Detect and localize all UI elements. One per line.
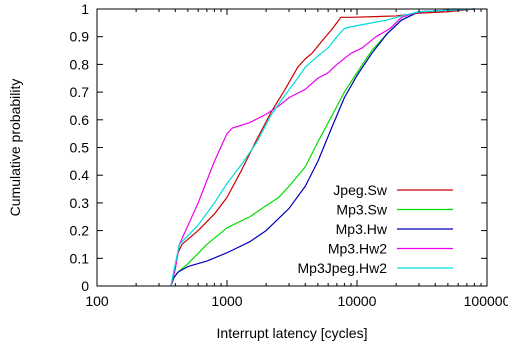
x-tick-label: 10000 — [338, 293, 377, 309]
legend-label: Jpeg.Sw — [333, 182, 388, 198]
series-line-mp3-sw — [170, 8, 475, 287]
x-tick-label: 100000 — [464, 293, 508, 309]
y-tick-label: 0.5 — [70, 140, 90, 156]
y-tick-label: 0.7 — [70, 84, 90, 100]
plot-frame — [96, 8, 488, 287]
series-line-mp3-hw2 — [170, 8, 475, 287]
y-tick-label: 0.9 — [70, 29, 90, 45]
x-tick-label: 1000 — [211, 293, 242, 309]
y-tick-label: 0.2 — [70, 223, 90, 239]
y-tick-label: 0.3 — [70, 195, 90, 211]
y-tick-label: 0.1 — [70, 250, 90, 266]
legend-label: Mp3Jpeg.Hw2 — [298, 260, 388, 276]
ticks-layer: 0 0.1 0.2 0.3 0.4 0.5 0.6 0.7 0.8 0.9 1 100 1000 1000… — [70, 1, 508, 309]
legend-label: Mp3.Hw — [336, 221, 388, 237]
y-tick-label: 1 — [81, 1, 89, 17]
y-tick-label: 0.4 — [70, 167, 90, 183]
legend-label: Mp3.Sw — [336, 202, 387, 218]
y-axis-label: Cumulative probability — [7, 79, 23, 217]
series-line-mp3jpeg-hw2 — [170, 8, 475, 287]
legend-label: Mp3.Hw2 — [328, 241, 387, 257]
legend: Jpeg.Sw Mp3.Sw Mp3.Hw Mp3.Hw2 Mp3Jpeg.Hw2 — [298, 182, 453, 276]
x-tick-label: 100 — [85, 293, 109, 309]
series-line-mp3-hw — [170, 8, 475, 287]
y-tick-label: 0.8 — [70, 56, 90, 72]
y-tick-label: 0.6 — [70, 112, 90, 128]
plot-layer — [170, 8, 475, 287]
series-line-jpeg-sw — [170, 8, 475, 287]
y-tick-label: 0 — [81, 278, 89, 294]
x-axis-label: Interrupt latency [cycles] — [217, 325, 368, 341]
